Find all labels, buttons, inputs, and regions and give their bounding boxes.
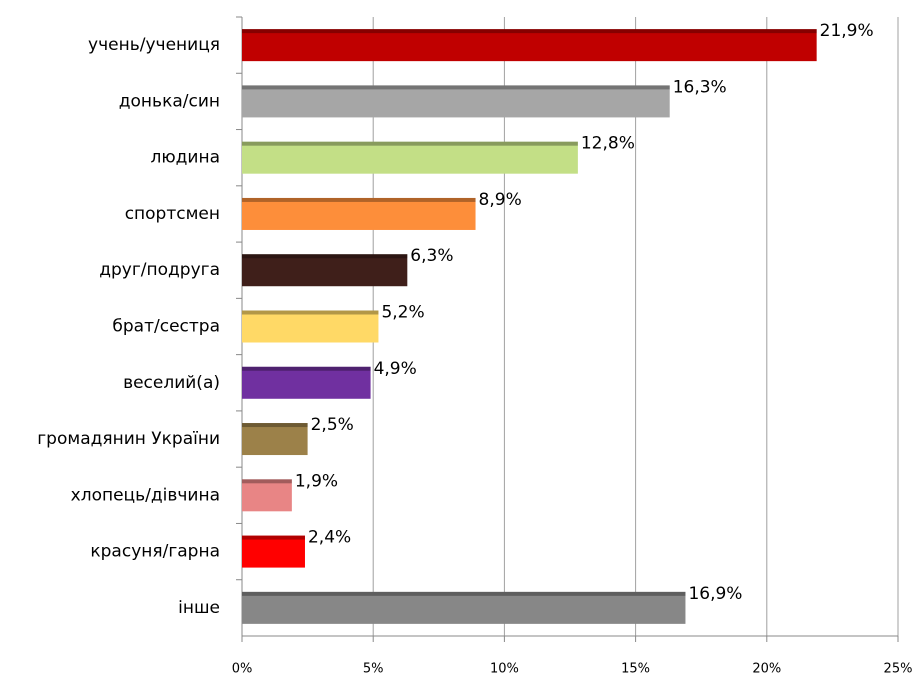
bar-highlight [242,366,371,371]
x-tick-label: 20% [752,662,781,677]
value-label: 16,9% [688,584,742,604]
x-tick-label: 15% [621,662,650,677]
value-label: 16,3% [673,77,727,97]
bar-highlight [242,423,308,428]
bar [242,310,379,343]
value-label: 2,5% [311,415,354,435]
category-label: учень/учениця [88,35,220,55]
bar [242,535,305,568]
bar-highlight [242,591,686,596]
bar-highlight [242,479,292,484]
bar [242,141,578,174]
bar [242,197,476,230]
category-label: донька/син [119,91,220,111]
category-label: людина [150,148,220,168]
value-label: 12,8% [581,134,635,154]
value-label: 6,3% [410,246,453,266]
bar [242,254,408,287]
bar-highlight [242,85,670,90]
category-label: веселий(а) [123,373,220,393]
category-label: красуня/гарна [90,542,220,562]
bar [242,366,371,399]
x-tick-label: 0% [232,662,253,677]
category-label: хлопець/дівчина [71,485,220,505]
category-label: спортсмен [125,204,220,224]
value-label: 2,4% [308,528,351,548]
bar [242,29,817,62]
bar-highlight [242,141,578,146]
bar [242,591,686,624]
bar [242,423,308,456]
bar-highlight [242,535,305,540]
x-tick-label: 25% [884,662,913,677]
bar-highlight [242,310,379,315]
category-label: інше [178,598,220,618]
bar-highlight [242,29,817,34]
value-label: 21,9% [820,21,874,41]
bar-highlight [242,197,476,202]
x-tick-label: 10% [490,662,519,677]
bar-highlight [242,254,408,259]
category-label: брат/сестра [112,317,220,337]
x-tick-label: 5% [363,662,384,677]
bar [242,479,292,512]
value-label: 5,2% [381,303,424,323]
value-label: 4,9% [374,359,417,379]
value-label: 8,9% [479,190,522,210]
category-label: громадянин України [37,429,220,449]
bar [242,85,670,118]
category-label: друг/подруга [99,260,220,280]
value-label: 1,9% [295,471,338,491]
